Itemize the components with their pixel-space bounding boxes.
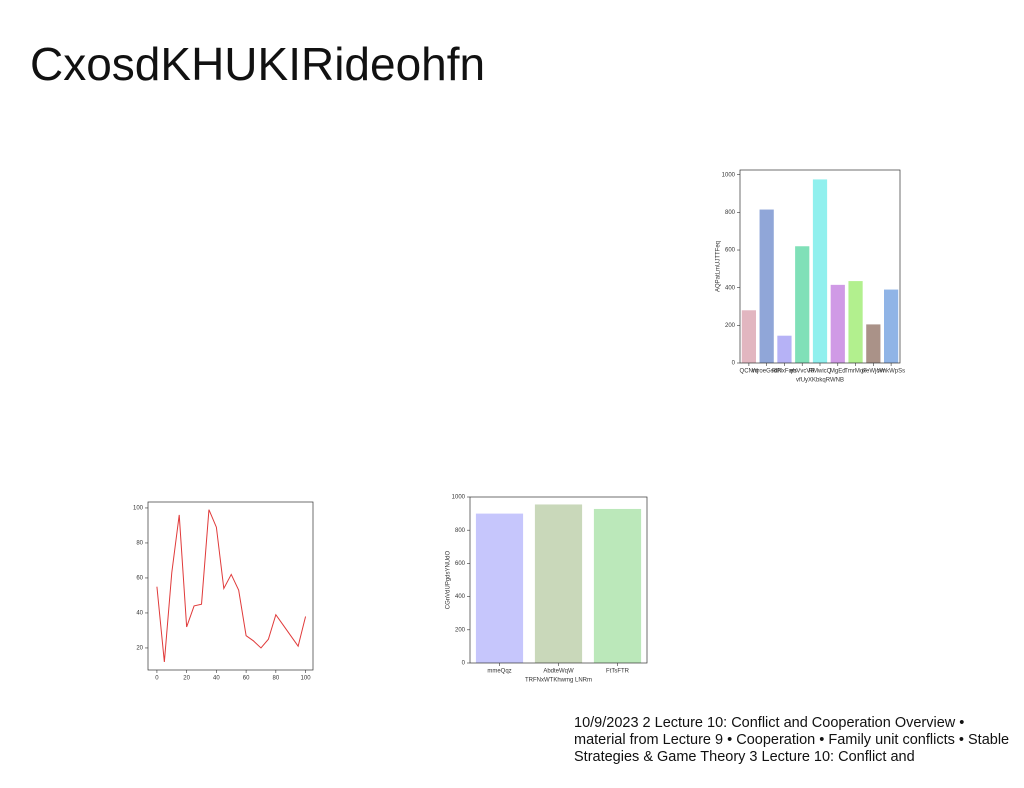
x-tick-label: WnkWpSs: [877, 369, 905, 375]
x-tick-label: jxeWjcW: [861, 369, 886, 375]
x-tick-label: mmeQqz: [487, 669, 511, 675]
y-tick-label: 0: [732, 361, 736, 367]
y-tick-label: 60: [136, 576, 143, 582]
data-line: [156, 509, 307, 662]
x-tick-label: RMwicQ: [809, 369, 832, 375]
x-tick-label: 80: [272, 676, 279, 682]
slide-title: CxosdKHUKIRideohfn: [30, 38, 485, 90]
x-tick-label: MgEd: [830, 369, 846, 375]
x-tick-label: 60: [243, 676, 250, 682]
x-tick-label: ebVvcVR: [790, 369, 816, 375]
x-axis-label: TRFNxWTKhwmg LNRm: [525, 678, 592, 684]
y-tick-label: 400: [455, 594, 466, 600]
bar: [593, 508, 642, 663]
y-tick-label: 600: [725, 248, 736, 254]
bar: [812, 179, 828, 363]
x-tick-label: RiNxFqrs: [772, 369, 797, 375]
y-tick-label: 1000: [722, 172, 736, 178]
bar: [884, 289, 899, 363]
bar: [741, 310, 756, 363]
bar: [848, 281, 863, 363]
x-axis-label: vfUyXKbkqRWNB: [796, 378, 844, 384]
bar: [777, 335, 792, 363]
x-tick-label: AbdteWqW: [543, 669, 574, 675]
y-axis-label: CGnVdUPgdsYNUdO: [446, 550, 452, 609]
y-tick-label: 400: [725, 285, 736, 291]
bar: [830, 284, 845, 363]
y-tick-label: 100: [133, 506, 144, 512]
x-tick-label: TmrMoF: [844, 369, 867, 375]
y-axis-label: AQPatLmUJTTFeq: [716, 241, 722, 292]
bar: [759, 209, 774, 363]
plot-frame: [739, 169, 901, 364]
y-tick-label: 0: [462, 661, 466, 667]
x-tick-label: 0: [155, 676, 159, 682]
x-tick-label: 100: [301, 676, 312, 682]
y-tick-label: 600: [455, 561, 466, 567]
x-tick-label: 40: [213, 676, 220, 682]
x-tick-label: QCNrq: [740, 369, 759, 375]
bar: [866, 324, 881, 363]
y-tick-label: 800: [455, 528, 466, 534]
x-tick-label: FtTsFTR: [606, 669, 630, 675]
y-tick-label: 200: [455, 627, 466, 633]
footer-text: 10/9/2023 2 Lecture 10: Conflict and Coo…: [574, 715, 1010, 765]
plot-frame: [147, 501, 314, 671]
y-tick-label: 40: [136, 611, 143, 617]
y-tick-label: 80: [136, 541, 143, 547]
x-tick-label: WroeGsdR: [752, 369, 782, 375]
y-tick-label: 200: [725, 323, 736, 329]
y-tick-label: 1000: [452, 495, 466, 501]
plot-frame: [469, 496, 648, 664]
bar: [534, 504, 583, 663]
y-tick-label: 800: [725, 210, 736, 216]
y-tick-label: 20: [136, 646, 143, 652]
bar: [795, 246, 810, 363]
bar: [475, 513, 524, 663]
x-tick-label: 20: [183, 676, 190, 682]
